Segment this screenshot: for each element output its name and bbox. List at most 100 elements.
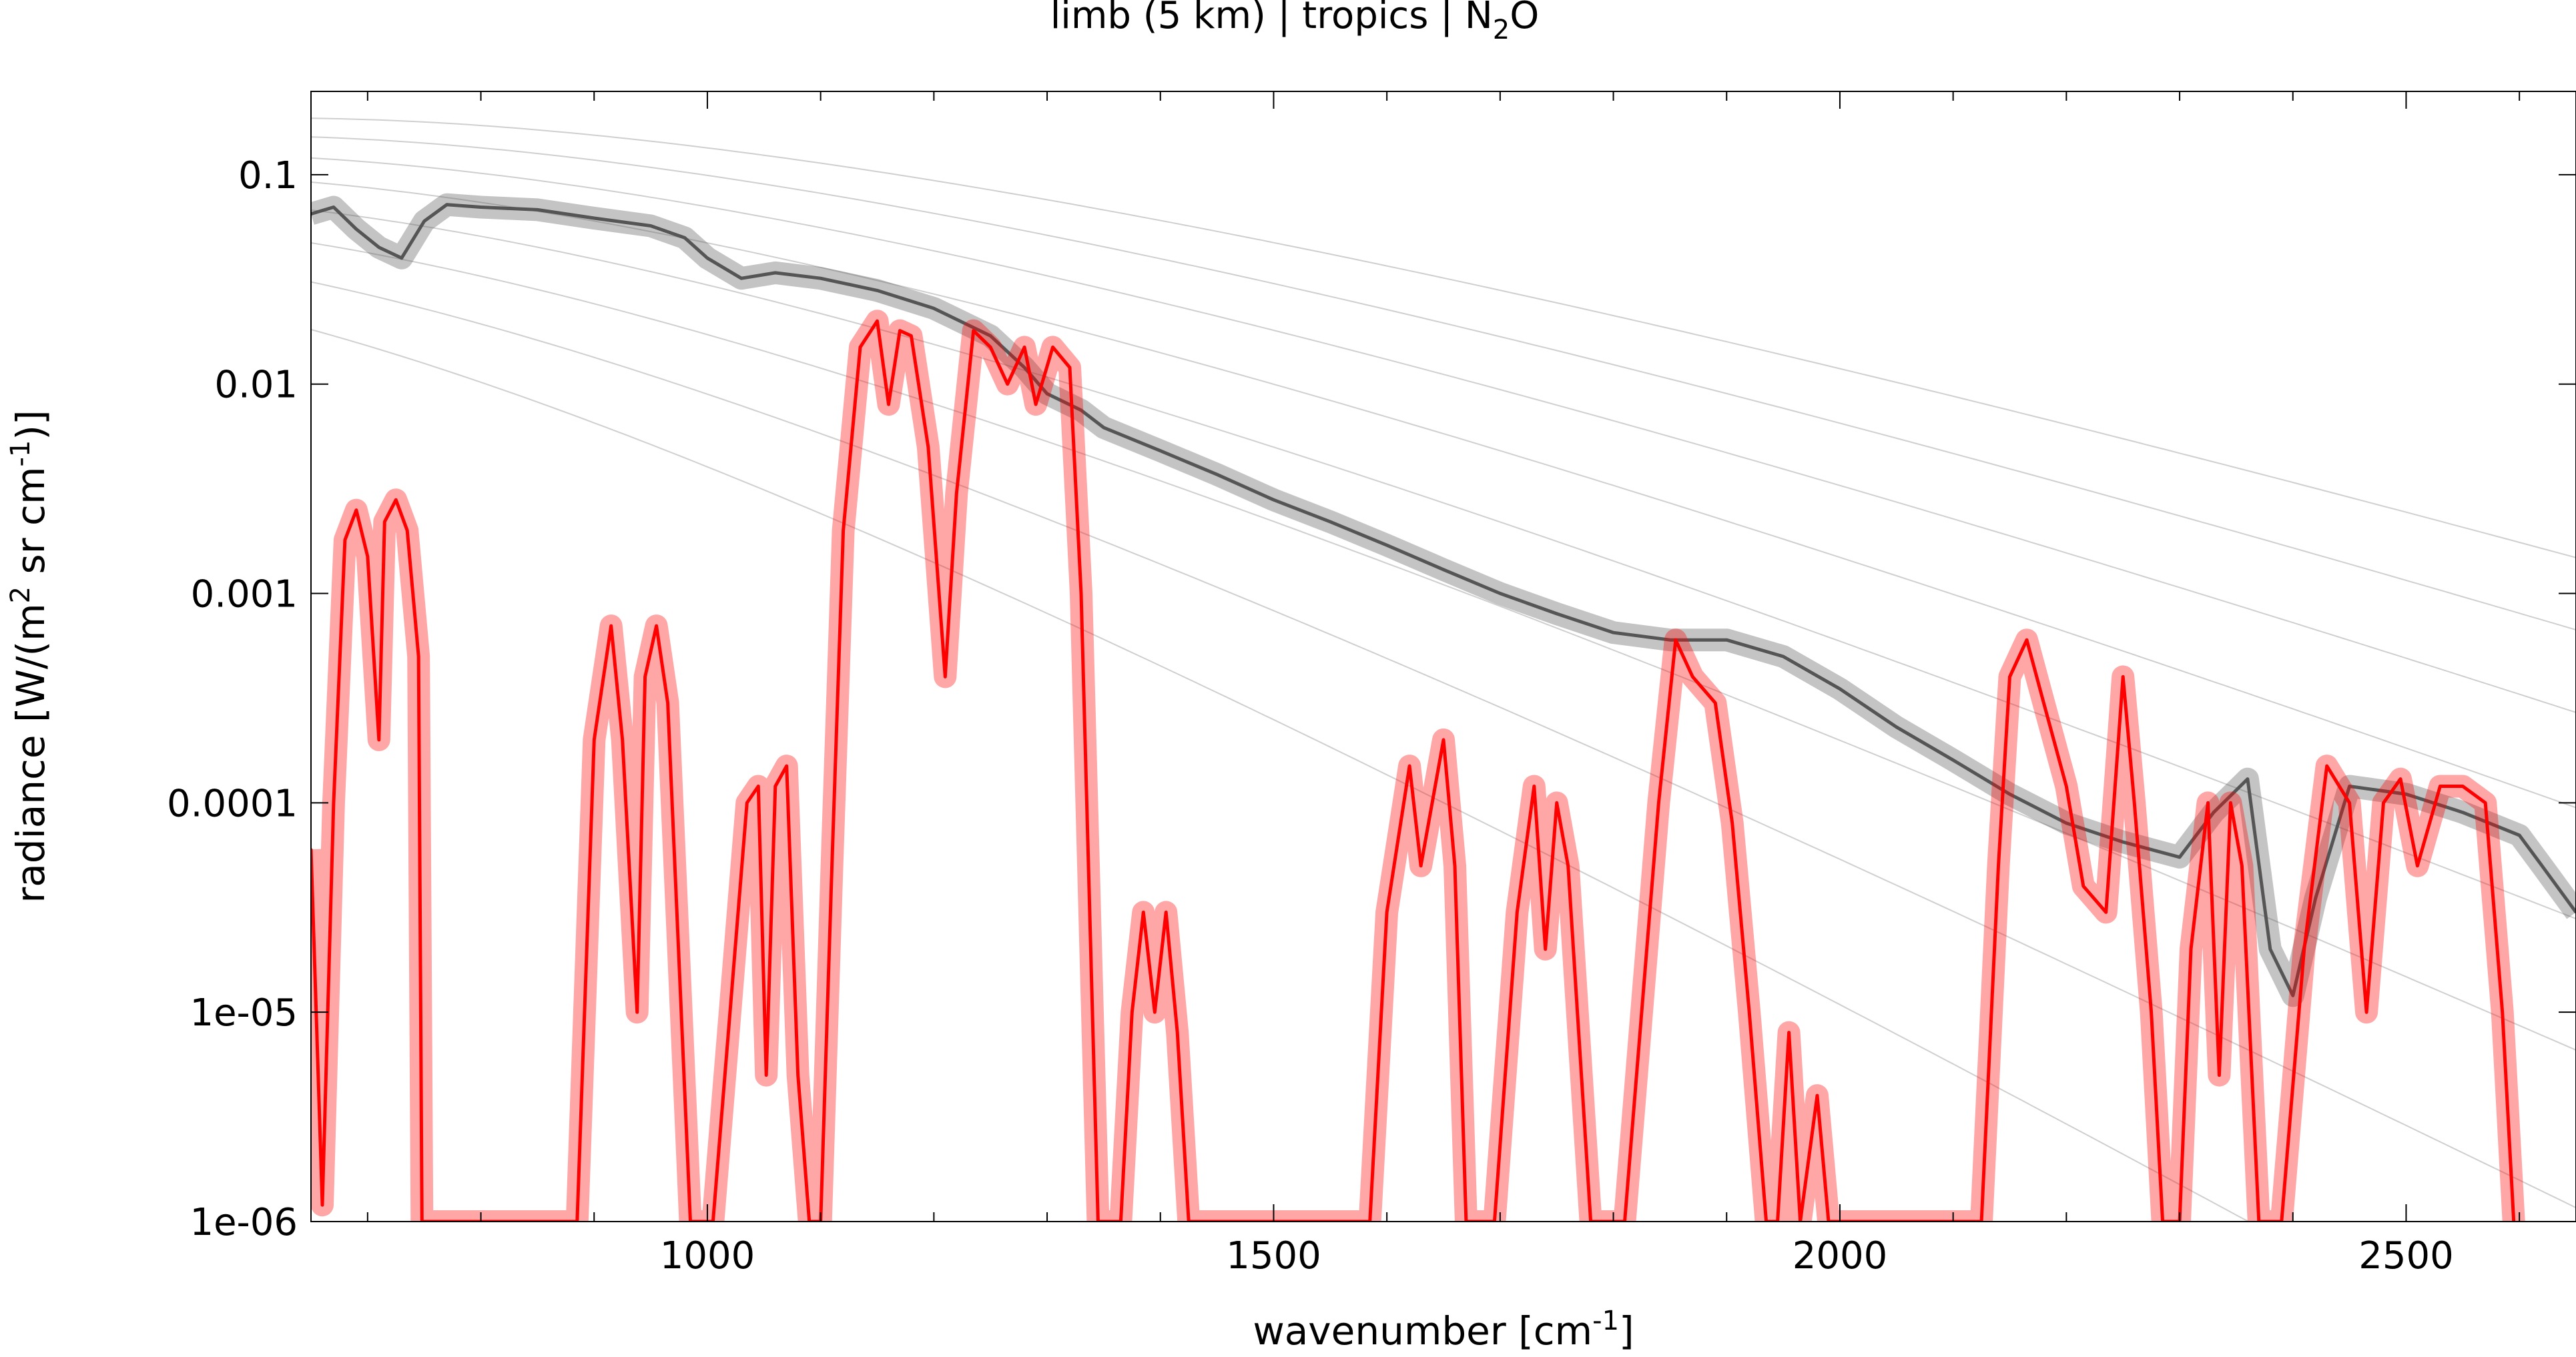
y-tick-label-0.0001: 0.0001	[167, 782, 298, 825]
series-1-point-72	[1657, 801, 1660, 805]
series-1-point-39	[944, 675, 947, 678]
series-1-point-98	[2206, 801, 2210, 805]
series-1-point-31	[830, 864, 834, 867]
series-0-point-7	[479, 205, 482, 209]
series-1-point-52	[1142, 911, 1145, 914]
series-0-point-4	[400, 256, 403, 260]
axis-tick-labels: 1000 1500 2000 2500 0.1 0.01 0.001 0.0001 1e-05 1…	[167, 154, 2454, 1278]
series-1-point-59	[1408, 765, 1411, 768]
series-0-point-17	[932, 307, 936, 310]
y-axis-label: radiance [W/(m2 sr cm-1)]	[5, 410, 53, 903]
series-1-point-3	[343, 538, 346, 542]
series-0-point-34	[1782, 655, 1785, 658]
series-0-point-13	[739, 277, 743, 280]
series-0-point-18	[989, 334, 992, 338]
series-1-point-2	[332, 801, 335, 805]
series-1-point-67	[1544, 947, 1547, 951]
series-1-point-18	[655, 624, 658, 628]
y-tick-label-1e-05: 1e-05	[190, 991, 298, 1035]
series-1-point-105	[2325, 765, 2328, 768]
series-1-point-47	[1068, 366, 1071, 369]
y-tick-label-0.1: 0.1	[238, 154, 298, 197]
series-0-point-27	[1385, 544, 1389, 547]
series-1-point-53	[1153, 1011, 1157, 1014]
series-1-point-51	[1131, 1011, 1134, 1014]
x-axis-label: wavenumber [cm-1]	[1253, 1306, 1634, 1354]
planck-curve-180K	[311, 328, 2250, 1222]
series-0-point-22	[1102, 426, 1105, 429]
series-1-point-17	[643, 675, 647, 678]
series-0-point-19	[1023, 366, 1026, 369]
series-0-point-3	[377, 246, 380, 249]
series-0-point-10	[649, 224, 653, 228]
planck-curve-300K	[311, 136, 2576, 631]
series-1-point-24	[757, 785, 760, 788]
series-1-point-106	[2348, 801, 2351, 805]
series-1-point-77	[1748, 1011, 1751, 1014]
series-1-point-66	[1532, 785, 1536, 788]
series-1-point-112	[2461, 785, 2465, 788]
series-0-point-8	[536, 208, 539, 211]
series-0-point-49	[2461, 811, 2465, 814]
series-1-point-35	[887, 403, 890, 406]
series-1-point-1	[321, 1204, 324, 1207]
series-1-point-101	[2240, 864, 2244, 867]
planck-curve-200K	[311, 281, 2576, 1209]
series-1-point-4	[354, 508, 358, 512]
series-1-point-104	[2302, 947, 2306, 951]
series-1-point-60	[1419, 864, 1423, 867]
series-0-point-31	[1612, 631, 1615, 634]
series-1-point-45	[1034, 403, 1038, 406]
series-1-point-55	[1176, 1031, 1179, 1034]
series-1-point-65	[1516, 911, 1519, 914]
series-1-point-89	[2065, 785, 2068, 788]
series-0-point-15	[819, 277, 822, 280]
series-1-point-16	[635, 1011, 639, 1014]
planck-reference-curves	[311, 117, 2576, 1222]
series-1-point-100	[2229, 801, 2232, 805]
series-1-point-37	[910, 334, 913, 338]
series-1-point-43	[1006, 382, 1009, 386]
series-1-point-36	[898, 329, 902, 332]
plot-frame	[310, 91, 2576, 1222]
series-1-point-109	[2399, 777, 2402, 781]
series-0-point-21	[1080, 408, 1082, 412]
series-1-point-69	[1566, 864, 1570, 867]
series-1-point-8	[394, 498, 398, 502]
series-0-point-47	[2348, 785, 2351, 788]
series-layer	[311, 193, 2576, 1222]
series-0-point-29	[1498, 592, 1502, 595]
series-1-point-108	[2382, 801, 2385, 805]
series-1-point-13	[593, 738, 596, 741]
series-1-point-73	[1674, 638, 1677, 642]
series-0-point-38	[2008, 793, 2011, 796]
series-1-point-85	[1997, 864, 2000, 867]
y-tick-label-0.01: 0.01	[214, 364, 298, 407]
series-0-point-40	[2122, 841, 2125, 844]
series-1-point-111	[2439, 785, 2442, 788]
series-1-point-97	[2190, 947, 2192, 951]
series-0-point-45	[2291, 994, 2294, 997]
series-1-point-6	[377, 738, 380, 741]
x-tick-label-1000: 1000	[660, 1234, 755, 1278]
series-1-point-107	[2365, 1011, 2368, 1014]
series-1-line	[311, 319, 2516, 1222]
series-0-point-14	[773, 271, 777, 274]
series-1-point-93	[2133, 801, 2136, 805]
x-tick-label-2500: 2500	[2358, 1234, 2454, 1278]
series-0-point-32	[1668, 638, 1672, 642]
series-0-point-11	[683, 236, 686, 240]
series-1-point-58	[1385, 911, 1389, 914]
series-1-point-90	[2081, 885, 2085, 888]
planck-curve-320K	[311, 117, 2576, 558]
series-0-point-50	[2518, 834, 2521, 837]
series-0-point-36	[1895, 725, 1898, 729]
series-1-point-5	[366, 555, 369, 558]
series-0-point-20	[1046, 392, 1048, 396]
series-1-point-94	[2150, 1011, 2153, 1014]
series-1-point-7	[383, 520, 386, 524]
series-0-point-1	[332, 205, 335, 209]
series-1-point-75	[1714, 701, 1717, 705]
series-1-point-48	[1080, 592, 1082, 595]
